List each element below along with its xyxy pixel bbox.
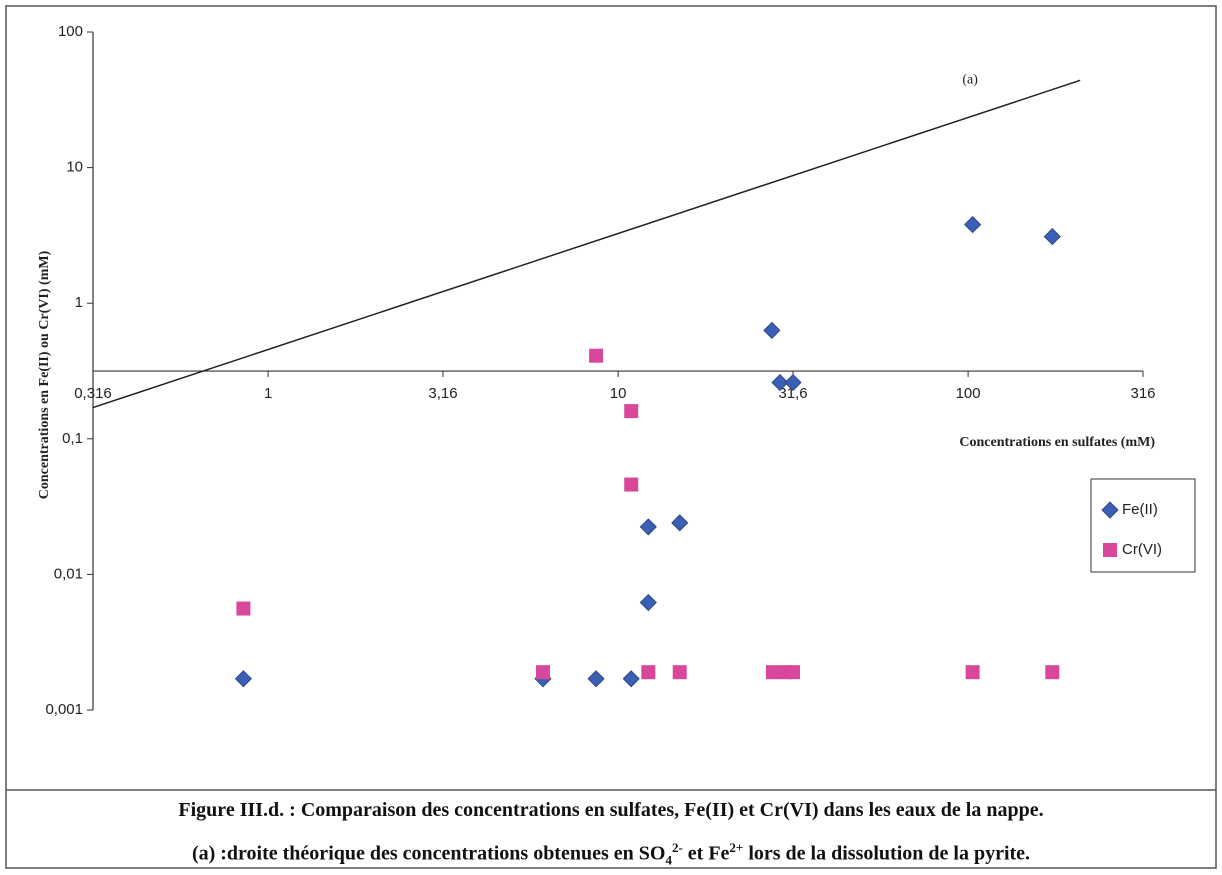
caption-sup: 2-: [671, 840, 683, 855]
point: [765, 665, 780, 680]
legend-label: Fe(II): [1122, 501, 1158, 518]
y-tick-label: 0,1: [62, 430, 83, 447]
point: [535, 665, 550, 680]
caption-text: (a) :droite théorique des concentrations…: [191, 842, 666, 865]
point: [641, 665, 656, 680]
point: [964, 216, 982, 234]
caption-line: Figure III.d. : Comparaison des concentr…: [178, 799, 1044, 821]
y-tick-label: 10: [66, 159, 83, 176]
point: [639, 518, 657, 536]
caption-sub: 4: [665, 852, 672, 868]
point: [771, 373, 789, 392]
caption-sup: 2+: [729, 840, 744, 855]
point: [624, 477, 639, 492]
point: [784, 373, 802, 392]
caption-line: (a) :droite théorique des concentrations…: [6, 829, 1216, 875]
point: [622, 670, 640, 688]
point: [234, 670, 252, 688]
caption-text: et Fe: [682, 842, 730, 865]
y-tick-label: 1: [75, 294, 83, 311]
point: [965, 665, 980, 680]
y-tick-label: 100: [58, 23, 83, 40]
x-tick-label: 3,16: [428, 385, 457, 402]
caption: Figure III.d. : Comparaison des concentr…: [6, 792, 1216, 875]
x-tick-label: 316: [1130, 385, 1155, 402]
frame: [5, 5, 1217, 869]
point: [624, 404, 639, 419]
legend-marker: [1103, 543, 1117, 557]
y-tick-label: 0,01: [54, 565, 83, 582]
y-axis-label: Concentrations en Fe(II) ou Cr(VI) (mM): [37, 250, 52, 499]
point: [236, 601, 251, 616]
caption-text: lors de la dissolution de la pyrite.: [743, 842, 1031, 865]
x-tick-label: 10: [610, 385, 627, 402]
y-tick-label: 0,001: [45, 701, 83, 718]
legend-box: [1090, 478, 1196, 573]
legend-label: Cr(VI): [1122, 541, 1162, 558]
reference-line: [92, 79, 1081, 409]
point: [639, 593, 657, 612]
x-tick-label: 0,316: [74, 385, 112, 402]
point: [587, 670, 605, 688]
point: [1045, 665, 1060, 680]
point: [672, 665, 687, 680]
x-tick-label: 31,6: [778, 385, 807, 402]
point: [589, 348, 604, 363]
x-axis-label: Concentrations en sulfates (mM): [959, 435, 1155, 450]
point: [763, 321, 781, 339]
legend-marker: [1101, 501, 1119, 519]
point: [671, 514, 689, 532]
point: [786, 665, 800, 680]
x-tick-label: 100: [956, 385, 981, 402]
point: [1043, 228, 1061, 246]
x-tick-label: 1: [264, 385, 272, 402]
line-label: (a): [962, 73, 978, 88]
